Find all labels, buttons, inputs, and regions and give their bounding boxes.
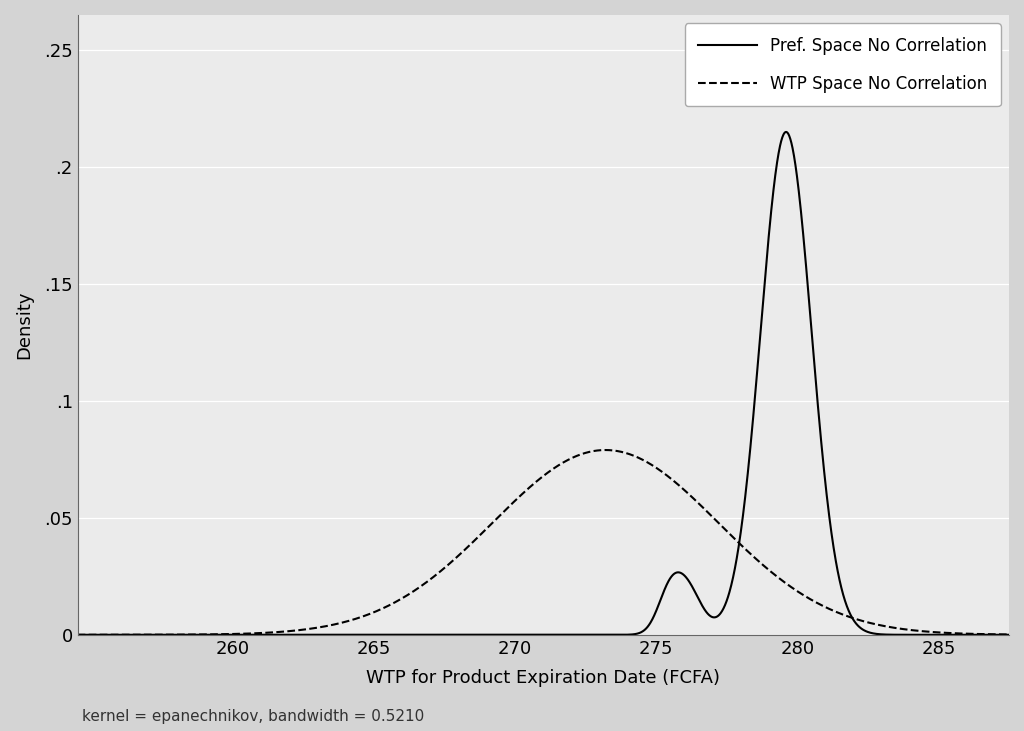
Pref. Space No Correlation	[423, 630, 435, 639]
WTP Space No Correlation	[599, 446, 611, 455]
WTP Space No Correlation	[1, 630, 13, 639]
Pref. Space No Correlation	[127, 630, 139, 639]
Pref. Space No Correlation	[1, 630, 13, 639]
Y-axis label: Density: Density	[15, 291, 33, 359]
Pref. Space No Correlation	[471, 630, 483, 639]
Text: kernel = epanechnikov, bandwidth = 0.5210: kernel = epanechnikov, bandwidth = 0.521…	[82, 708, 424, 724]
Pref. Space No Correlation	[191, 630, 204, 639]
X-axis label: WTP for Product Expiration Date (FCFA): WTP for Product Expiration Date (FCFA)	[367, 669, 720, 686]
WTP Space No Correlation	[423, 576, 435, 585]
Legend: Pref. Space No Correlation, WTP Space No Correlation: Pref. Space No Correlation, WTP Space No…	[685, 23, 1000, 106]
WTP Space No Correlation	[127, 630, 139, 639]
WTP Space No Correlation	[471, 534, 483, 542]
Pref. Space No Correlation	[962, 630, 974, 639]
WTP Space No Correlation	[191, 630, 204, 639]
Line: Pref. Space No Correlation: Pref. Space No Correlation	[7, 132, 1024, 635]
Line: WTP Space No Correlation: WTP Space No Correlation	[7, 450, 1024, 635]
Pref. Space No Correlation	[780, 128, 793, 137]
WTP Space No Correlation	[962, 629, 974, 638]
